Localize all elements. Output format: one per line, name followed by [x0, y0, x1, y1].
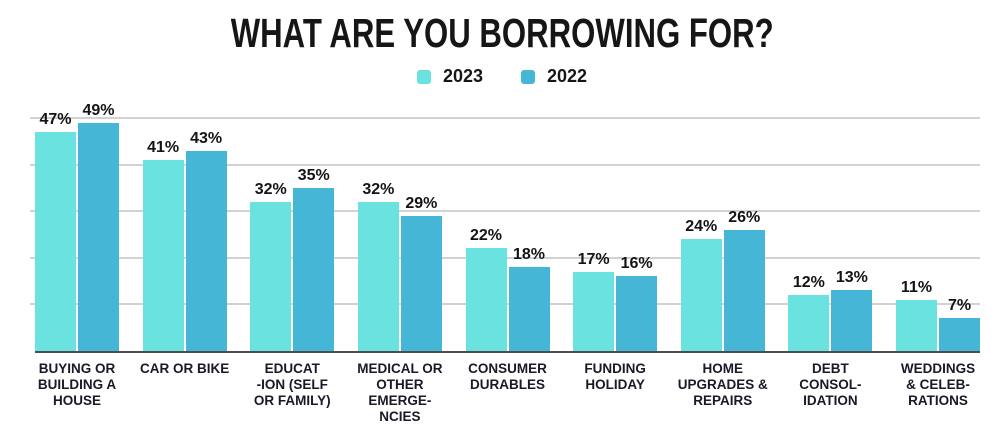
value-label: 29%	[405, 194, 438, 212]
bar-slot-2022: 43%	[185, 118, 227, 351]
value-label: 49%	[82, 101, 115, 119]
bar-slot-2022: 13%	[831, 118, 873, 351]
bar-2022	[185, 150, 227, 351]
bar-2023	[788, 295, 830, 351]
chart-header: WHAT ARE YOU BORROWING FOR?	[0, 10, 1004, 57]
value-label: 32%	[254, 180, 287, 198]
plot-area: 47% 49% BUYING OR BUILDING A HOUSE 41% 43% CA…	[30, 102, 980, 424]
bar-slot-2022: 16%	[616, 118, 658, 351]
bar-2022	[78, 122, 119, 351]
bar-groups: 47% 49% BUYING OR BUILDING A HOUSE 41% 43% CA…	[30, 102, 980, 424]
bar-slot-2022: 49%	[78, 102, 119, 351]
bar-2023	[573, 271, 615, 351]
value-label: 43%	[190, 129, 223, 147]
category-label: FUNDING HOLIDAY	[584, 361, 646, 392]
category-label: EDUCAT -ION (SELF OR FAMILY)	[253, 361, 331, 408]
value-label: 26%	[728, 208, 761, 226]
bar-group: 32% 35% EDUCAT -ION (SELF OR FAMILY)	[250, 118, 335, 408]
bar-2022	[723, 229, 765, 351]
bar-slot-2022: 35%	[293, 118, 335, 351]
value-label: 24%	[685, 218, 718, 236]
value-label: 22%	[469, 227, 503, 245]
value-label: 41%	[147, 138, 180, 156]
bar-2022	[616, 276, 658, 351]
category-label: DEBT CONSOL- IDATION	[799, 361, 862, 408]
bar-slot-2023: 11%	[896, 118, 937, 351]
bar-group: 17% 16% FUNDING HOLIDAY	[573, 118, 658, 392]
legend-label-2022: 2022	[547, 66, 588, 86]
bar-slot-2023: 17%	[573, 118, 615, 351]
legend-item-2022: 2022	[521, 66, 587, 87]
legend-swatch-2022-icon	[521, 69, 535, 84]
gridline-30	[30, 210, 980, 212]
bar-group: 47% 49% BUYING OR BUILDING A HOUSE	[35, 102, 119, 408]
bar-slot-2023: 32%	[250, 118, 292, 351]
value-label: 11%	[900, 278, 933, 296]
chart-title: WHAT ARE YOU BORROWING FOR?	[230, 10, 774, 56]
value-label: 18%	[512, 246, 546, 264]
category-label: WEDDINGS & CELEB- RATIONS	[900, 361, 976, 408]
bar-group: 11% 7% WEDDINGS & CELEB- RATIONS	[896, 118, 980, 408]
bar-2023	[896, 299, 937, 351]
x-axis-line	[35, 351, 980, 353]
category-label: HOME UPGRADES & REPAIRS	[677, 361, 768, 408]
bar-slot-2023: 22%	[465, 118, 507, 351]
value-label: 13%	[835, 269, 868, 287]
value-label: 47%	[39, 110, 72, 128]
category-label: MEDICAL OR OTHER EMERGE- NCIES	[357, 361, 443, 424]
bar-2022	[831, 290, 873, 351]
bar-slot-2022: 7%	[939, 118, 980, 351]
bar-2023	[142, 159, 184, 351]
legend-item-2023: 2023	[416, 66, 483, 87]
bar-slot-2023: 47%	[35, 111, 76, 351]
bar-group: 41% 43% CAR OR BIKE	[140, 118, 229, 376]
gridline-40	[30, 164, 980, 166]
bar-slot-2023: 32%	[357, 118, 399, 351]
legend: 2023 2022	[0, 66, 1004, 87]
gridline-50	[30, 117, 980, 119]
value-label: 12%	[792, 274, 825, 292]
legend-swatch-2023-icon	[416, 69, 431, 84]
bar-group: 24% 26% HOME UPGRADES & REPAIRS	[678, 118, 768, 408]
category-label: CAR OR BIKE	[139, 361, 230, 376]
bar-slot-2022: 29%	[400, 118, 442, 351]
category-label: BUYING OR BUILDING A HOUSE	[37, 361, 117, 408]
bar-2023	[357, 201, 399, 351]
bar-slot-2023: 41%	[142, 118, 184, 351]
bar-group: 22% 18% CONSUMER DURABLES	[465, 118, 550, 392]
bar-2023	[250, 201, 292, 351]
value-label: 32%	[362, 180, 395, 198]
bar-2022	[293, 187, 335, 351]
bar-slot-2022: 18%	[508, 118, 550, 351]
value-label: 17%	[577, 250, 610, 268]
bar-2022	[400, 215, 442, 351]
bar-group: 12% 13% DEBT CONSOL- IDATION	[788, 118, 873, 408]
legend-label-2023: 2023	[442, 66, 483, 86]
value-label: 35%	[297, 166, 330, 184]
category-label: CONSUMER DURABLES	[468, 361, 547, 392]
bar-2023	[465, 248, 507, 351]
bar-slot-2022: 26%	[723, 118, 765, 351]
value-label: 7%	[947, 297, 972, 315]
bar-2023	[35, 131, 76, 351]
bar-2022	[508, 267, 550, 351]
bar-slot-2023: 12%	[788, 118, 830, 351]
value-label: 16%	[620, 255, 653, 273]
bar-slot-2023: 24%	[680, 118, 722, 351]
bar-2023	[680, 239, 722, 351]
bar-2022	[939, 318, 980, 351]
bar-group: 32% 29% MEDICAL OR OTHER EMERGE- NCIES	[357, 118, 442, 424]
